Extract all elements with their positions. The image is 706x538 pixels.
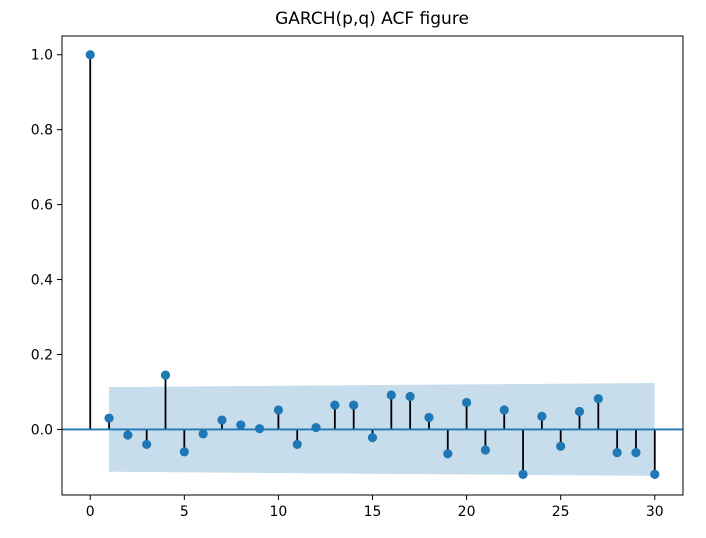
acf-point [160, 370, 171, 380]
acf-point [104, 413, 114, 423]
plot-area [62, 50, 683, 479]
x-tick-label: 20 [458, 504, 476, 520]
x-tick-label: 15 [364, 504, 382, 520]
acf-point [443, 449, 453, 459]
acf-point [612, 448, 622, 458]
acf-point [236, 420, 246, 430]
acf-point [461, 397, 472, 408]
acf-point [273, 405, 284, 415]
acf-point [254, 424, 265, 434]
y-tick-label: 0.0 [31, 422, 53, 438]
acf-point [499, 405, 509, 415]
acf-point [367, 433, 378, 443]
x-tick-label: 10 [269, 504, 287, 520]
acf-point [198, 429, 208, 439]
y-tick-label: 0.2 [31, 347, 53, 363]
acf-point [480, 445, 491, 455]
acf-point [386, 390, 396, 400]
acf-point [405, 391, 415, 402]
y-tick-label: 0.6 [31, 198, 53, 214]
acf-point [518, 469, 528, 479]
acf-point [349, 400, 359, 410]
acf-point [330, 400, 340, 410]
y-tick-label: 1.0 [31, 48, 53, 64]
x-tick-label: 25 [552, 504, 570, 520]
acf-point [179, 447, 189, 457]
acf-point [650, 469, 660, 479]
y-tick-label: 0.8 [31, 123, 53, 139]
acf-point [123, 430, 133, 440]
acf-point [217, 415, 227, 425]
x-tick-label: 0 [86, 504, 95, 520]
y-tick-label: 0.4 [31, 273, 53, 289]
chart-title: GARCH(p,q) ACF figure [275, 9, 469, 29]
axes: 0 5 10 15 20 25 30 0.0 0.2 0.4 0.6 0.8 1.0 [31, 48, 664, 520]
x-tick-label: 30 [646, 504, 664, 520]
acf-point [574, 406, 585, 417]
acf-point [424, 412, 434, 423]
acf-point [556, 441, 566, 451]
acf-point [85, 50, 95, 60]
acf-point [593, 394, 603, 404]
x-tick-label: 5 [180, 504, 189, 520]
acf-point [142, 439, 152, 450]
acf-point [311, 422, 321, 433]
acf-point [292, 439, 302, 450]
acf-point [631, 448, 641, 458]
acf-point [537, 411, 547, 421]
